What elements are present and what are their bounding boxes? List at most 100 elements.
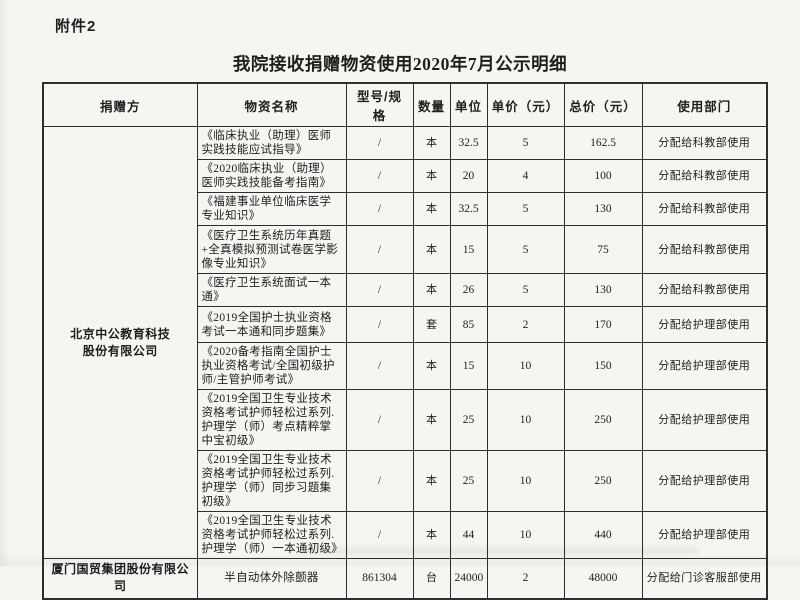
table-row: 北京中公教育科技 股份有限公司 《临床执业（助理）医师实践技能应试指导》 / 本… — [42, 126, 768, 559]
cell-item-name: 《2019全国护士执业资格考试一本通和同步题集》 — [196, 306, 347, 343]
cell-model-spec: / — [345, 450, 414, 512]
table-row: 《2019全国卫生专业技术资格考试护师轻松过系列.护理学（师）同步习题集初级》 … — [43, 450, 768, 512]
cell-department: 分配给科教部使用 — [641, 192, 768, 226]
col-header-donor: 捐赠方 — [42, 82, 198, 127]
cell-department: 分配给护理部使用 — [641, 450, 768, 512]
cell-department: 分配给门诊客服部使用 — [641, 558, 768, 599]
col-header-model-spec: 型号/规格 — [345, 82, 414, 127]
cell-model-spec: / — [345, 126, 414, 160]
cell-model-spec: / — [345, 192, 414, 226]
cell-unit: 24000 — [449, 558, 488, 599]
cell-unit: 25 — [449, 389, 488, 451]
cell-unit: 15 — [449, 342, 488, 390]
cell-total-price: 100 — [563, 159, 643, 193]
cell-unit-price: 10 — [486, 342, 565, 390]
col-header-total-price: 总价（元） — [563, 82, 643, 127]
cell-total-price: 130 — [563, 273, 643, 307]
cell-item-name: 《2020备考指南全国护士执业资格考试/全国初级护师/主管护师考试》 — [196, 342, 347, 390]
cell-quantity: 本 — [412, 389, 451, 451]
cell-department: 分配给科教部使用 — [641, 225, 768, 274]
cell-unit: 26 — [449, 273, 488, 307]
cell-unit: 15 — [449, 225, 488, 274]
cell-item-name: 《2019全国卫生专业技术资格考试护师轻松过系列.护理学（师）一本通初级》 — [196, 511, 347, 559]
cell-department: 分配给科教部使用 — [641, 273, 768, 307]
cell-item-name: 《医疗卫生系统面试一本通》 — [196, 273, 347, 307]
cell-item-name: 《2019全国卫生专业技术资格考试护师轻松过系列.护理学（师）同步习题集初级》 — [196, 450, 347, 512]
table-row: 《2019全国卫生专业技术资格考试护师轻松过系列.护理学（师）一本通初级》 / … — [43, 511, 768, 559]
table-row: 《福建事业单位临床医学专业知识》 / 本 32.5 5 130 分配给科教部使用 — [43, 192, 768, 226]
cell-quantity: 套 — [412, 306, 451, 343]
cell-item-name: 《2019全国卫生专业技术资格考试护师轻松过系列.护理学（师）考点精粹掌中宝初级… — [196, 389, 347, 451]
donor-cell: 厦门国贸集团股份有限公司 — [42, 558, 198, 599]
cell-total-price: 250 — [563, 450, 643, 512]
cell-department: 分配给护理部使用 — [641, 306, 768, 343]
cell-unit-price: 5 — [486, 273, 565, 307]
col-header-item-name: 物资名称 — [196, 82, 347, 127]
cell-department: 分配给护理部使用 — [641, 511, 768, 559]
cell-model-spec: / — [345, 511, 414, 559]
cell-quantity: 本 — [412, 342, 451, 390]
cell-unit-price: 4 — [486, 159, 565, 193]
cell-total-price: 150 — [563, 342, 643, 390]
cell-unit-price: 2 — [486, 306, 565, 343]
cell-item-name: 《福建事业单位临床医学专业知识》 — [196, 192, 347, 226]
cell-unit-price: 5 — [486, 225, 565, 274]
cell-total-price: 48000 — [563, 558, 643, 599]
col-header-unit: 单位 — [449, 82, 488, 127]
cell-unit-price: 2 — [486, 558, 565, 599]
cell-unit: 32.5 — [449, 126, 488, 160]
donation-table: 捐赠方 物资名称 型号/规格 数量 单位 单价（元） 总价（元） 使用部门 北京… — [42, 82, 768, 600]
cell-total-price: 75 — [563, 225, 643, 274]
cell-model-spec: 861304 — [345, 558, 414, 599]
cell-model-spec: / — [345, 306, 414, 343]
attachment-label: 附件2 — [55, 18, 97, 35]
table-row: 《2020临床执业（助理）医师实践技能备考指南》 / 本 20 4 100 分配… — [43, 159, 768, 193]
cell-total-price: 162.5 — [563, 126, 643, 160]
cell-department: 分配给科教部使用 — [641, 126, 768, 160]
cell-item-name: 《2020临床执业（助理）医师实践技能备考指南》 — [196, 159, 347, 193]
cell-quantity: 本 — [412, 273, 451, 307]
cell-total-price: 250 — [563, 389, 643, 451]
col-header-quantity: 数量 — [412, 82, 451, 127]
table-header-row: 捐赠方 物资名称 型号/规格 数量 单位 单价（元） 总价（元） 使用部门 — [42, 82, 768, 127]
table-row: 《2019全国护士执业资格考试一本通和同步题集》 / 套 85 2 170 分配… — [43, 306, 768, 343]
cell-department: 分配给护理部使用 — [641, 389, 768, 451]
cell-unit-price: 5 — [486, 192, 565, 226]
table-row: 《医疗卫生系统历年真题+全真模拟预测试卷医学影像专业知识》 / 本 15 5 7… — [43, 225, 768, 274]
cell-model-spec: / — [345, 273, 414, 307]
cell-quantity: 本 — [412, 126, 451, 160]
cell-quantity: 台 — [412, 558, 451, 599]
cell-unit: 44 — [449, 511, 488, 559]
table-row: 厦门国贸集团股份有限公司 半自动体外除颤器 861304 台 24000 2 4… — [42, 558, 768, 599]
cell-quantity: 本 — [412, 511, 451, 559]
cell-item-name: 半自动体外除颤器 — [196, 558, 347, 599]
col-header-unit-price: 单价（元） — [486, 82, 565, 127]
cell-model-spec: / — [345, 159, 414, 193]
cell-item-name: 《医疗卫生系统历年真题+全真模拟预测试卷医学影像专业知识》 — [196, 225, 347, 274]
cell-unit-price: 5 — [486, 126, 565, 160]
cell-unit-price: 10 — [486, 450, 565, 512]
donor-cell: 北京中公教育科技 股份有限公司 — [42, 126, 198, 559]
cell-quantity: 本 — [412, 450, 451, 512]
cell-unit: 85 — [449, 306, 488, 343]
cell-department: 分配给科教部使用 — [641, 159, 768, 193]
page-title: 我院接收捐赠物资使用2020年7月公示明细 — [232, 54, 568, 74]
cell-total-price: 440 — [563, 511, 643, 559]
cell-model-spec: / — [345, 342, 414, 390]
cell-quantity: 本 — [412, 225, 451, 274]
cell-unit: 25 — [449, 450, 488, 512]
table-row: 《医疗卫生系统面试一本通》 / 本 26 5 130 分配给科教部使用 — [43, 273, 768, 307]
cell-quantity: 本 — [412, 192, 451, 226]
cell-unit-price: 10 — [486, 389, 565, 451]
cell-unit: 20 — [449, 159, 488, 193]
cell-item-name: 《临床执业（助理）医师实践技能应试指导》 — [196, 126, 347, 160]
cell-department: 分配给护理部使用 — [641, 342, 768, 390]
cell-quantity: 本 — [412, 159, 451, 193]
col-header-department: 使用部门 — [641, 82, 768, 127]
cell-total-price: 130 — [563, 192, 643, 226]
cell-unit-price: 10 — [486, 511, 565, 559]
cell-total-price: 170 — [563, 306, 643, 343]
cell-model-spec: / — [345, 225, 414, 274]
cell-model-spec: / — [345, 389, 414, 451]
cell-unit: 32.5 — [449, 192, 488, 226]
